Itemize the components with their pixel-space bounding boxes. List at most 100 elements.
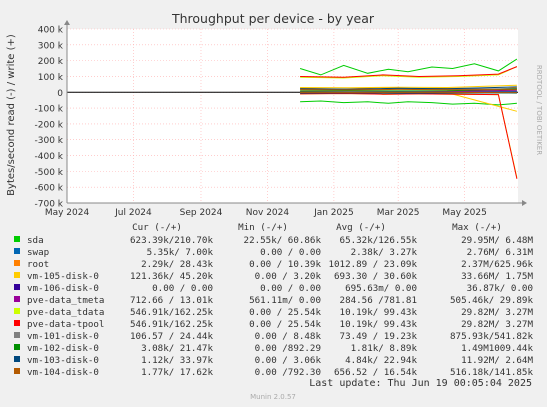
legend-value-cur: 121.36k/ 45.20k (130, 271, 213, 282)
y-tick-label: -700 k (35, 200, 64, 210)
legend-swatch (14, 272, 20, 278)
y-axis-label: Bytes/second read (-) / write (+) (6, 34, 17, 196)
y-tick-label: -600 k (35, 184, 64, 194)
series-line-write-pve-data_tdata (300, 66, 518, 79)
y-tick-label: -200 k (35, 120, 64, 130)
legend-label: vm-103-disk-0 (27, 355, 99, 366)
legend-swatch (14, 296, 20, 302)
y-tick-label: 300 k (38, 41, 64, 51)
series-line-write-vm-102-disk-0 (300, 88, 517, 92)
legend-swatch (14, 308, 20, 314)
legend-value-max: 875.93k/541.82k (450, 331, 533, 342)
legend-value-max: 2.76M/ 6.31M (467, 247, 534, 258)
legend-value-max: 1.49M1009.44k (461, 343, 533, 354)
y-tick-label: -400 k (35, 152, 64, 162)
legend-value-min: 0.00 /892.29 (255, 343, 321, 354)
legend-value-cur: 106.57 / 24.44k (130, 331, 213, 342)
legend-value-max: 29.82M/ 3.27M (461, 307, 533, 318)
legend-value-cur: 0.00 / 0.00 (152, 283, 213, 294)
plot-area: 400 k 300 k 200 k 100 k 0 -100 k -200 k -300 k -… (35, 20, 527, 218)
y-tick-label: 0 (57, 89, 63, 99)
legend-value-min: 0.00 / 8.48k (255, 331, 322, 342)
legend-header-min: Min (-/+) (238, 222, 288, 233)
legend-value-min: 0.00 / 3.06k (255, 355, 322, 366)
legend-value-max: 2.37M/625.96k (461, 259, 533, 270)
series-line-write-sda (299, 58, 518, 76)
munin-version: Munin 2.0.57 (250, 393, 296, 401)
legend-value-cur: 1.77k/ 17.62k (141, 367, 213, 378)
legend-value-avg: 65.32k/126.55k (340, 235, 418, 246)
legend-value-avg: 1012.89 / 23.09k (328, 259, 417, 270)
legend-value-min: 0.00 / 0.00 (260, 283, 321, 294)
y-tick-label: -500 k (35, 168, 64, 178)
series-line-read-pve-data-tpool (300, 92, 518, 179)
series-line-write-vm-104-disk-0 (300, 88, 517, 91)
legend-value-cur: 712.66 / 13.01k (130, 295, 213, 306)
legend-label: pve-data_tmeta (27, 295, 104, 306)
legend-value-cur: 5.35k/ 7.00k (147, 247, 214, 258)
legend-value-avg: 4.84k/ 22.94k (345, 355, 417, 366)
legend-value-avg: 2.38k/ 3.27k (351, 247, 418, 258)
legend-label: pve-data_tdata (27, 307, 104, 318)
x-tick-label: May 2024 (45, 208, 90, 218)
legend-value-min: 0.00 / 3.20k (255, 271, 322, 282)
legend-label: sda (27, 235, 44, 246)
legend-swatch (14, 284, 20, 290)
x-axis-arrow (522, 200, 527, 206)
y-tick-label: -100 k (35, 105, 64, 115)
x-tick-label: Sep 2024 (180, 208, 223, 218)
plot-background (67, 29, 518, 203)
y-axis-arrow (64, 20, 70, 25)
legend-swatch (14, 236, 20, 242)
legend-swatch (14, 356, 20, 362)
x-tick-label: Nov 2024 (246, 208, 290, 218)
legend-value-avg: 1.81k/ 8.89k (351, 343, 418, 354)
y-tick-label: 400 k (38, 26, 64, 36)
legend-value-min: 0.00 / 25.54k (249, 307, 321, 318)
legend-label: vm-105-disk-0 (27, 271, 99, 282)
legend-value-min: 0.00 / 25.54k (249, 319, 321, 330)
legend-value-avg: 284.56 /781.81 (340, 295, 417, 306)
legend-label: vm-104-disk-0 (27, 367, 99, 378)
legend-value-min: 0.00 /792.30 (255, 367, 321, 378)
legend-value-cur: 546.91k/162.25k (130, 307, 213, 318)
last-update: Last update: Thu Jun 19 00:05:04 2025 (309, 378, 532, 389)
legend-label: pve-data-tpool (27, 319, 104, 330)
x-tick-label: May 2025 (442, 208, 486, 218)
series-line-write-pve-data-tpool (300, 66, 518, 78)
legend-value-avg: 10.19k/ 99.43k (340, 307, 418, 318)
legend-label: vm-102-disk-0 (27, 343, 99, 354)
series-line-write-vm-103-disk-0 (300, 86, 517, 90)
legend-header-avg: Avg (-/+) (336, 222, 386, 233)
legend-value-min: 0.00 / 0.00 (260, 247, 321, 258)
legend-value-cur: 2.29k/ 28.43k (141, 259, 213, 270)
rrdtool-credit: RRDTOOL / TOBI OETIKER (535, 65, 543, 155)
legend-label: vm-106-disk-0 (27, 283, 99, 294)
legend-header-max: Max (-/+) (452, 222, 502, 233)
legend-value-avg: 73.49 / 19.23k (340, 331, 418, 342)
legend-label: vm-101-disk-0 (27, 331, 99, 342)
legend-value-max: 29.82M/ 3.27M (461, 319, 533, 330)
legend-value-max: 11.92M/ 2.64M (461, 355, 533, 366)
legend-value-min: 0.00 / 10.39k (249, 259, 321, 270)
legend-value-cur: 3.08k/ 21.47k (141, 343, 213, 354)
y-tick-label: 200 k (38, 57, 64, 67)
legend-value-max: 36.87k/ 0.00 (467, 283, 533, 294)
legend-value-avg: 693.30 / 30.60k (334, 271, 417, 282)
legend-value-max: 505.46k/ 29.89k (450, 295, 533, 306)
legend-value-avg: 656.52 / 16.54k (334, 367, 417, 378)
y-tick-label: -300 k (35, 136, 64, 146)
legend-label: root (27, 259, 49, 270)
legend-value-min: 22.55k/ 60.86k (244, 235, 322, 246)
legend-swatch (14, 320, 20, 326)
legend-swatch (14, 332, 20, 338)
legend-value-max: 33.66M/ 1.75M (461, 271, 533, 282)
legend-value-cur: 1.12k/ 33.97k (141, 355, 213, 366)
legend-value-avg: 10.19k/ 99.43k (340, 319, 418, 330)
y-tick-label: 100 k (38, 73, 64, 83)
legend-value-max: 516.18k/141.85k (450, 367, 533, 378)
legend-value-avg: 695.63m/ 0.00 (345, 283, 417, 294)
legend-value-max: 29.95M/ 6.48M (461, 235, 533, 246)
legend-header-cur: Cur (-/+) (132, 222, 182, 233)
